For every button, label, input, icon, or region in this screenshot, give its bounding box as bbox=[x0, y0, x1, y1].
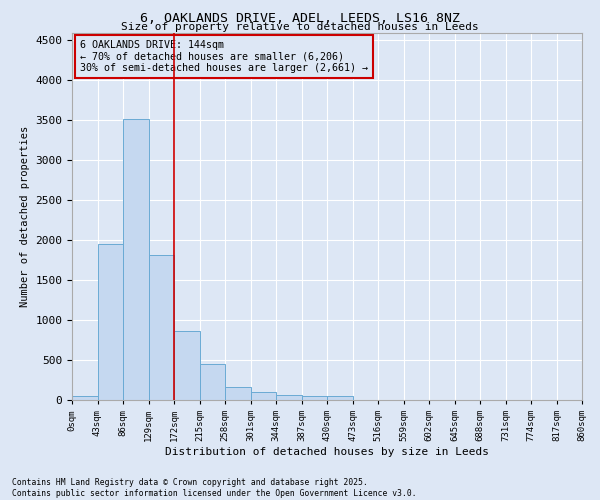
Text: Contains HM Land Registry data © Crown copyright and database right 2025.
Contai: Contains HM Land Registry data © Crown c… bbox=[12, 478, 416, 498]
Bar bbox=[327, 396, 353, 400]
Bar bbox=[225, 387, 251, 400]
Bar bbox=[72, 396, 97, 400]
Bar bbox=[199, 364, 225, 400]
Text: 6, OAKLANDS DRIVE, ADEL, LEEDS, LS16 8NZ: 6, OAKLANDS DRIVE, ADEL, LEEDS, LS16 8NZ bbox=[140, 12, 460, 26]
Text: Size of property relative to detached houses in Leeds: Size of property relative to detached ho… bbox=[121, 22, 479, 32]
Bar bbox=[149, 254, 174, 400]
Bar bbox=[251, 392, 276, 400]
Bar bbox=[302, 396, 327, 400]
Y-axis label: Number of detached properties: Number of detached properties bbox=[20, 126, 30, 307]
Bar bbox=[97, 244, 123, 400]
X-axis label: Distribution of detached houses by size in Leeds: Distribution of detached houses by size … bbox=[165, 447, 489, 457]
Bar bbox=[276, 395, 302, 400]
Bar bbox=[123, 119, 149, 400]
Text: 6 OAKLANDS DRIVE: 144sqm
← 70% of detached houses are smaller (6,206)
30% of sem: 6 OAKLANDS DRIVE: 144sqm ← 70% of detach… bbox=[80, 40, 368, 73]
Bar bbox=[174, 332, 199, 400]
